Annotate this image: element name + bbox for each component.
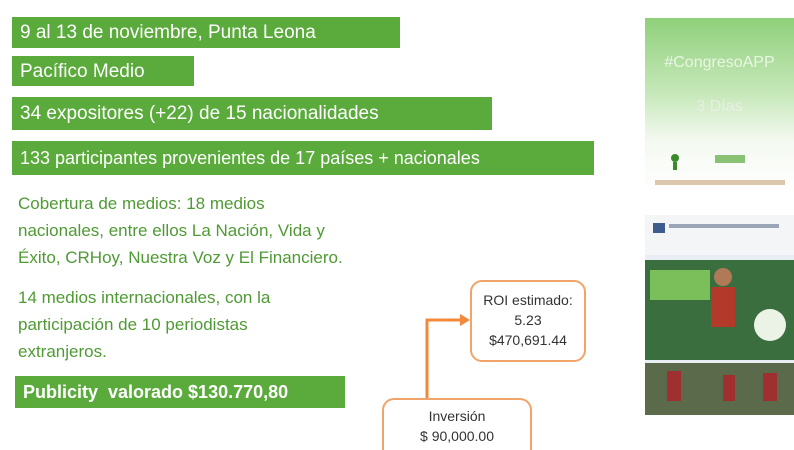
investment-label: Inversión: [384, 406, 530, 426]
logos: [645, 18, 794, 193]
roi-box: ROI estimado: 5.23 $470,691.44: [470, 280, 586, 362]
investment-amount: $ 90,000.00: [384, 426, 530, 446]
event-image: #CongresoAPP 3 Días: [645, 18, 794, 193]
event-photo: [645, 215, 794, 415]
connector-line: [427, 320, 462, 400]
roi-amount: $470,691.44: [472, 330, 584, 350]
photo: [645, 215, 794, 415]
arrow-head: [460, 314, 470, 326]
slide: {"banners": ["9 al 13 de noviembre, Punt…: [0, 0, 794, 450]
investment-box: Inversión $ 90,000.00: [382, 398, 532, 450]
roi-label: ROI estimado:: [472, 290, 584, 310]
roi-value: 5.23: [472, 310, 584, 330]
